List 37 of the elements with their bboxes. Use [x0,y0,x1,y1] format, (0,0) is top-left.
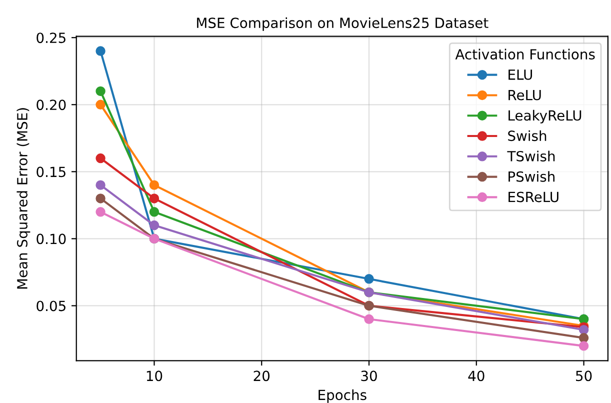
point [149,220,160,230]
legend-label: LeakyReLU [508,110,582,124]
x-tick-label: 20 [254,370,270,382]
chart-title: MSE Comparison on MovieLens25 Dataset [197,17,488,31]
y-tick-label: 0.10 [36,234,66,244]
legend-label: PSwish [508,171,554,182]
point [149,207,160,217]
y-tick-label: 0.20 [36,100,66,110]
point [149,194,160,204]
point [578,324,589,335]
x-tick-label: 30 [361,370,377,382]
legend-title: Activation Functions [455,48,595,60]
point [96,207,106,217]
x-tick-label: 40 [468,370,484,382]
y-axis-title: Mean Squared Error (MSE) [16,108,30,289]
legend-label: ESReLU [508,192,558,202]
point [96,46,106,56]
legend-label: TSwish [507,150,555,162]
point [364,274,374,284]
point [364,314,374,324]
x-tick-label: 50 [576,370,592,382]
legend-label: ReLU [508,90,541,100]
legend-label: Swish [508,130,546,142]
x-axis-title: Epochs [318,389,366,403]
point [96,86,106,96]
point [578,341,589,351]
point [96,100,106,110]
x-tick-label: 10 [146,370,162,382]
point [578,333,589,343]
y-tick-label: 0.05 [36,300,66,312]
y-tick-label: 0.25 [36,32,66,44]
y-tick-label: 0.15 [36,166,66,178]
point [96,194,106,204]
point [96,153,106,164]
legend-label: ELU [508,70,532,80]
point [149,180,160,190]
point [96,180,106,190]
